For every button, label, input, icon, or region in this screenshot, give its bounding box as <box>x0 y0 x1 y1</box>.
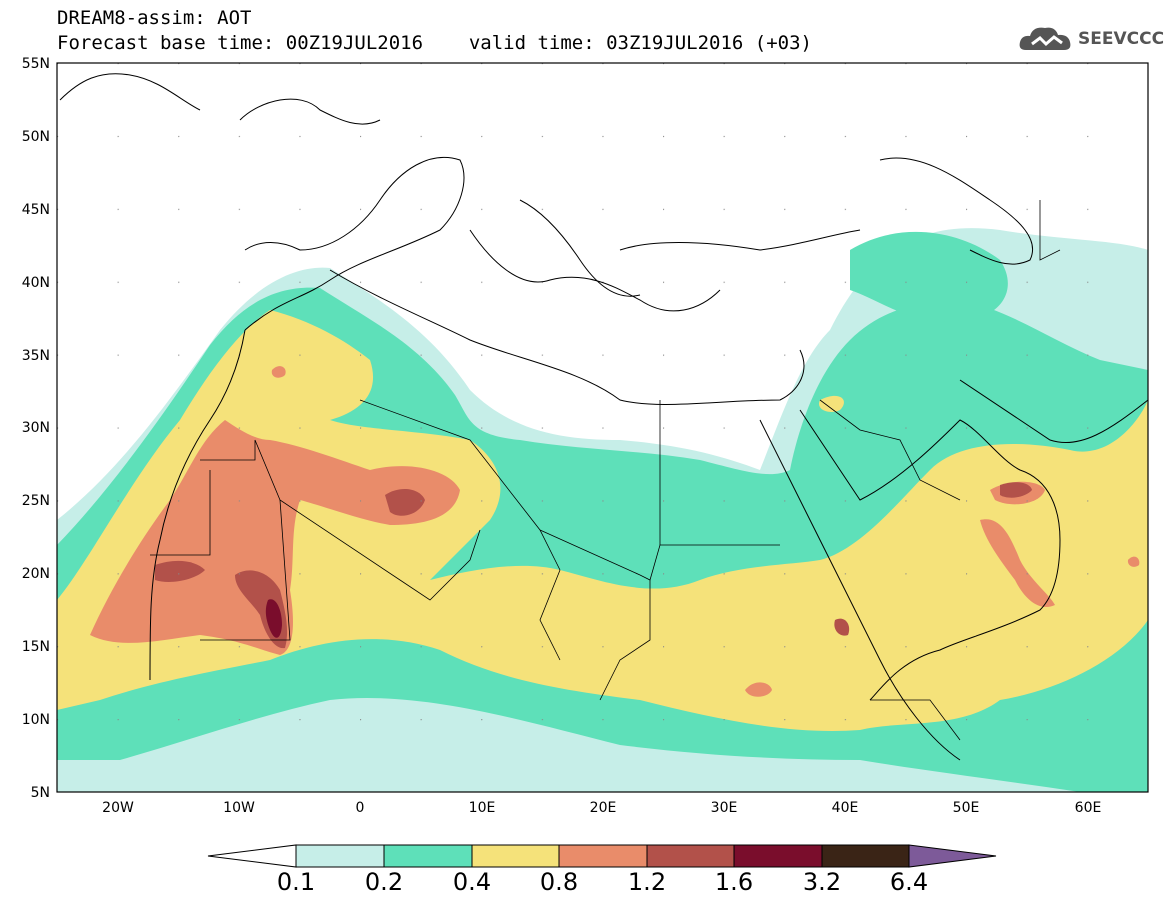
lat-label: 20N <box>22 566 50 582</box>
colorbar-bin <box>821 844 910 868</box>
lat-label: 25N <box>22 493 50 509</box>
colorbar-label: 0.8 <box>539 868 579 896</box>
lon-label: 20E <box>590 800 617 816</box>
map-frame <box>56 62 1149 793</box>
lon-label: 60E <box>1075 800 1102 816</box>
longitude-axis: 20W 10W 0 10E 20E 30E 40E 50E 60E <box>102 800 1101 816</box>
lat-label: 10N <box>22 712 50 728</box>
lon-label: 10E <box>469 800 496 816</box>
colorbar-bin <box>733 844 823 868</box>
lat-label: 40N <box>22 275 50 291</box>
cloud-icon <box>1019 27 1071 50</box>
lat-label: 55N <box>22 56 50 72</box>
time-info: Forecast base time: 00Z19JUL2016 valid t… <box>57 33 812 53</box>
lat-label: 50N <box>22 129 50 145</box>
colorbar-label: 0.2 <box>364 868 404 896</box>
colorbar-bin <box>295 844 385 868</box>
colorbar-bin <box>471 844 560 868</box>
lat-label: 35N <box>22 348 50 364</box>
colorbar-bin <box>383 844 473 868</box>
lon-label: 0 <box>356 800 365 816</box>
colorbar-bin <box>558 844 648 868</box>
colorbar-bin <box>646 844 735 868</box>
lat-label: 30N <box>22 420 50 436</box>
map-title: DREAM8-assim: AOT <box>57 7 252 29</box>
country-borders <box>150 200 1061 741</box>
aot-field <box>57 63 1148 792</box>
logo-text: SEEVCCC <box>1078 29 1165 49</box>
colorbar <box>207 844 997 868</box>
colorbar-label: 1.6 <box>714 868 754 896</box>
lon-label: 40E <box>832 800 859 816</box>
lon-label: 10W <box>223 800 255 816</box>
lat-label: 5N <box>31 785 50 801</box>
graticule <box>57 63 1148 792</box>
lat-label: 45N <box>22 202 50 218</box>
colorbar-under-arrow <box>207 844 297 868</box>
base-time: Forecast base time: 00Z19JUL2016 <box>57 32 424 54</box>
latitude-axis: 55N 50N 45N 40N 35N 30N 25N 20N 15N 10N … <box>22 56 50 801</box>
lon-label: 50E <box>953 800 980 816</box>
colorbar-label: 1.2 <box>627 868 667 896</box>
lon-label: 20W <box>102 800 134 816</box>
colorbar-label: 3.2 <box>802 868 842 896</box>
colorbar-label: 0.4 <box>452 868 492 896</box>
colorbar-label: 6.4 <box>889 868 929 896</box>
valid-time: valid time: 03Z19JUL2016 (+03) <box>468 32 812 54</box>
lat-label: 15N <box>22 639 50 655</box>
colorbar-label: 0.1 <box>276 868 316 896</box>
lon-label: 30E <box>711 800 738 816</box>
seevccc-logo: SEEVCCC <box>1018 22 1164 56</box>
coastlines <box>59 73 1148 761</box>
colorbar-over-arrow <box>908 844 997 868</box>
